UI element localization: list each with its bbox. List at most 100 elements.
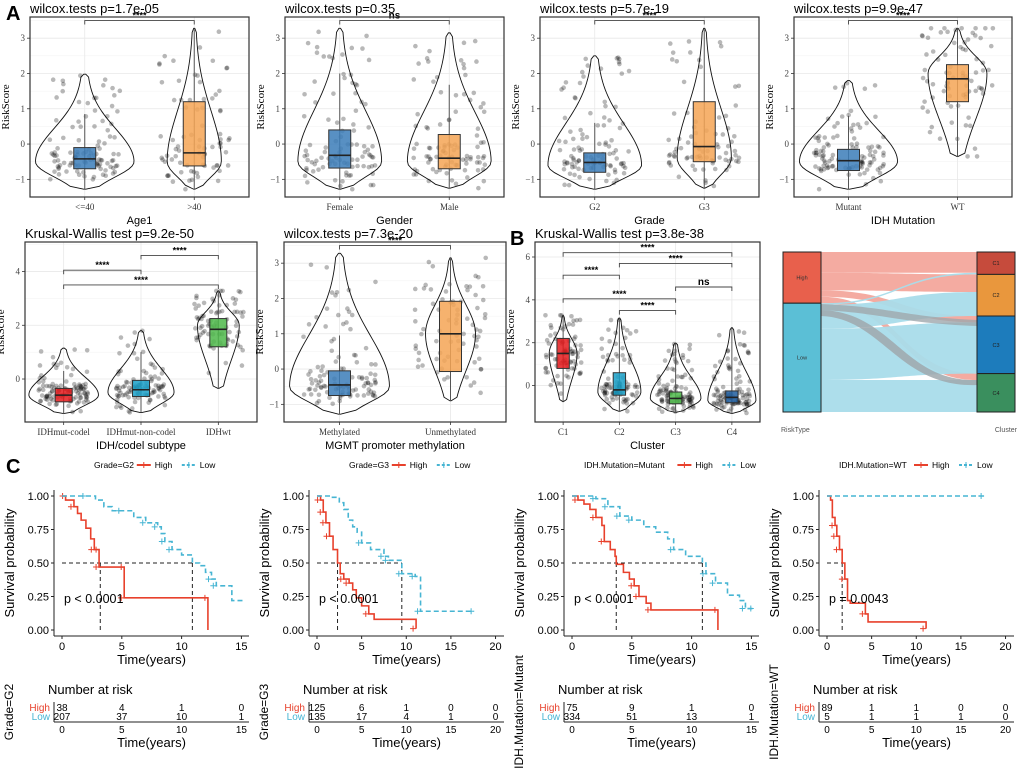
- box-Male: [437, 134, 461, 170]
- data-point: [669, 57, 675, 62]
- data-point: [831, 135, 836, 140]
- data-point: [877, 170, 883, 176]
- data-point: [103, 168, 108, 173]
- data-point: [681, 79, 687, 85]
- data-point: [195, 316, 201, 322]
- data-point: [240, 347, 245, 353]
- data-point: [949, 120, 955, 125]
- data-point: [475, 154, 481, 160]
- data-point: [326, 117, 331, 122]
- data-point: [464, 153, 470, 159]
- censor-mark: [317, 509, 324, 516]
- data-point: [230, 296, 236, 301]
- km-legend: Grade=G2 High Low: [94, 460, 216, 470]
- data-point: [368, 389, 374, 394]
- data-point: [625, 384, 631, 390]
- data-point: [572, 164, 578, 170]
- data-point: [570, 164, 575, 170]
- data-point: [39, 373, 44, 378]
- data-point: [718, 43, 724, 49]
- risk-row-label-low: Low: [542, 712, 561, 723]
- data-point: [745, 349, 751, 354]
- risk-value-high: 75: [566, 703, 578, 714]
- data-point: [570, 351, 576, 356]
- y-axis-label: Survival probability: [257, 508, 272, 618]
- data-point: [415, 111, 420, 117]
- data-point: [303, 148, 309, 154]
- data-point: [666, 348, 672, 354]
- data-point: [411, 146, 417, 151]
- data-point: [571, 336, 577, 342]
- data-point: [197, 45, 203, 50]
- data-point: [50, 381, 56, 387]
- data-point: [149, 390, 155, 396]
- data-point: [78, 385, 84, 391]
- data-point: [867, 163, 872, 168]
- data-point: [604, 384, 609, 390]
- data-point: [434, 338, 439, 344]
- data-point: [687, 390, 693, 395]
- data-point: [426, 154, 431, 159]
- data-point: [606, 400, 612, 406]
- data-point: [412, 286, 418, 292]
- data-point: [371, 390, 377, 395]
- data-point: [481, 139, 486, 145]
- sankey-node-C3: [976, 315, 1016, 375]
- data-point: [690, 404, 696, 409]
- data-point: [475, 305, 480, 311]
- data-point: [309, 381, 315, 386]
- data-point: [667, 152, 673, 157]
- data-point: [613, 351, 619, 357]
- data-point: [194, 295, 199, 301]
- significance-label: ****: [640, 301, 655, 311]
- data-point: [316, 392, 322, 398]
- box-Methylated: [328, 370, 351, 397]
- data-point: [354, 359, 360, 365]
- data-point: [577, 317, 583, 323]
- x-axis-label: Time(years): [627, 652, 696, 667]
- data-point: [656, 374, 661, 379]
- censor-mark: [625, 517, 632, 524]
- data-point: [337, 395, 343, 401]
- data-point: [463, 157, 469, 162]
- data-point: [449, 178, 455, 183]
- data-point: [857, 125, 863, 130]
- x-tick-label: 5: [629, 641, 635, 653]
- data-point: [160, 366, 166, 372]
- data-point: [90, 177, 96, 182]
- data-point: [712, 166, 718, 172]
- data-point: [729, 156, 734, 162]
- data-point: [210, 144, 215, 150]
- data-point: [689, 396, 695, 402]
- data-point: [613, 330, 619, 336]
- x-axis-label: Time(years): [117, 652, 186, 667]
- data-point: [875, 144, 881, 149]
- data-point: [973, 88, 979, 94]
- data-point: [146, 400, 152, 405]
- censor-mark: [93, 546, 100, 553]
- data-point: [99, 158, 105, 163]
- data-point: [616, 56, 622, 62]
- data-point: [666, 159, 672, 165]
- censor-mark: [166, 546, 173, 553]
- y-tick-label: 0.25: [28, 592, 49, 604]
- data-point: [564, 160, 570, 165]
- censor-mark: [414, 608, 421, 615]
- data-point: [736, 155, 742, 161]
- data-point: [234, 319, 239, 324]
- data-point: [566, 182, 572, 188]
- x-tick-label: 15: [745, 641, 757, 653]
- x-tick-label: 5: [119, 641, 125, 653]
- data-point: [741, 330, 747, 336]
- data-point: [152, 389, 157, 394]
- x-tick-label: G3: [699, 202, 710, 212]
- data-point: [152, 374, 158, 379]
- data-point: [726, 163, 732, 169]
- legend-title: Grade=G2: [94, 460, 134, 470]
- significance-bracket: [618, 262, 733, 268]
- data-point: [555, 373, 560, 379]
- data-point: [572, 366, 577, 371]
- risk-x-tick-label: 0: [824, 725, 830, 736]
- data-point: [306, 387, 312, 392]
- data-point: [120, 393, 126, 398]
